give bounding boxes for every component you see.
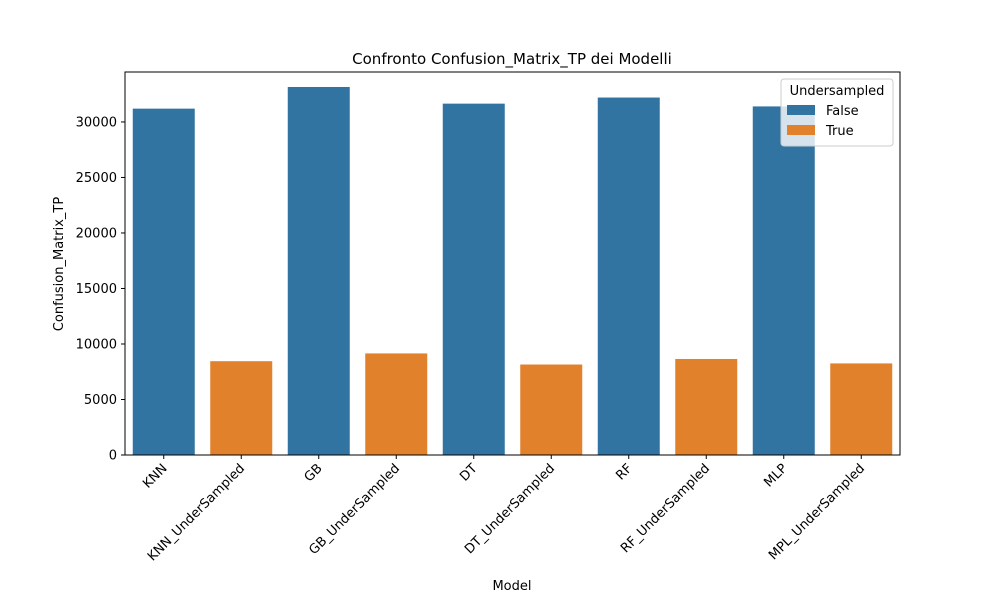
x-tick-label: GB [302, 461, 326, 485]
bar-dt_undersampled [520, 364, 583, 455]
bar-knn [132, 108, 195, 456]
bars-group [132, 86, 893, 456]
y-tick-label: 25000 [76, 171, 117, 186]
y-tick-label: 15000 [76, 282, 117, 297]
plot-frame [124, 71, 901, 456]
legend-label-true: True [825, 124, 854, 139]
x-tick-label: KNN [140, 461, 170, 491]
legend-swatch-true [787, 125, 815, 135]
chart-title: Confronto Confusion_Matrix_TP dei Modell… [352, 50, 672, 69]
legend-swatch-false [787, 105, 815, 115]
bar-rf_undersampled [675, 358, 738, 455]
x-tick-label: RF_UnderSampled [618, 461, 713, 556]
bar-dt [442, 103, 505, 455]
x-tick-label: MLP [761, 461, 790, 490]
bar-knn_undersampled [210, 361, 273, 455]
bar-rf [597, 97, 660, 456]
y-tick-label: 0 [109, 449, 117, 464]
y-tick-label: 5000 [84, 393, 117, 408]
bar-gb [287, 86, 350, 456]
bar-gb_undersampled [365, 353, 428, 455]
bar-mlp [752, 106, 815, 455]
legend: Undersampled False True [780, 78, 894, 147]
legend-title: Undersampled [790, 84, 885, 99]
x-axis-label: Model [492, 579, 531, 594]
bar-mpl_undersampled [830, 363, 893, 455]
y-axis: 0 5000 10000 15000 20000 25000 30000 [76, 115, 125, 464]
legend-label-false: False [826, 104, 859, 119]
y-axis-label: Confusion_Matrix_TP [52, 197, 67, 332]
y-tick-label: 10000 [76, 337, 117, 352]
x-tick-label: RF [613, 461, 635, 483]
x-tick-label: DT [457, 461, 480, 484]
y-tick-label: 30000 [76, 115, 117, 130]
y-tick-label: 20000 [76, 226, 117, 241]
